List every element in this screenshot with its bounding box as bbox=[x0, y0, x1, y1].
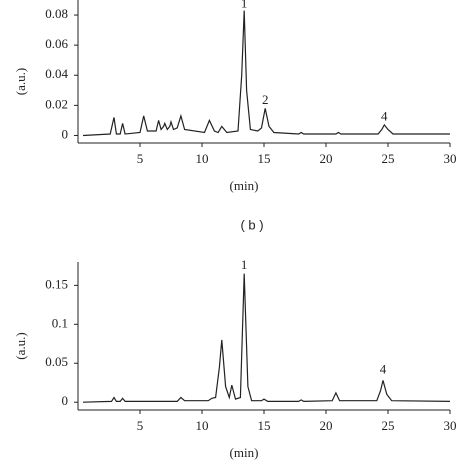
peak-label: 2 bbox=[262, 92, 269, 107]
peak-label: 4 bbox=[380, 361, 387, 376]
y-axis-label: (a.u.) bbox=[13, 68, 28, 95]
x-tick-label: 10 bbox=[196, 151, 209, 166]
x-tick-label: 20 bbox=[320, 151, 333, 166]
y-tick-label: 0 bbox=[62, 393, 69, 408]
y-tick-label: 0.1 bbox=[52, 315, 68, 330]
x-tick-label: 30 bbox=[444, 151, 457, 166]
peak-label: 1 bbox=[241, 0, 248, 11]
x-tick-label: 30 bbox=[444, 418, 457, 433]
x-axis-label: (min) bbox=[230, 445, 259, 460]
y-tick-label: 0.06 bbox=[45, 36, 68, 51]
chart-title: ( b ) bbox=[240, 217, 263, 232]
x-axis-label: (min) bbox=[230, 178, 259, 193]
y-tick-label: 0.05 bbox=[45, 354, 68, 369]
y-tick-label: 0.15 bbox=[45, 276, 68, 291]
x-tick-label: 5 bbox=[137, 418, 144, 433]
y-tick-label: 0.08 bbox=[45, 6, 68, 21]
chromatogram-line bbox=[82, 273, 451, 403]
y-tick-label: 0.04 bbox=[45, 66, 68, 81]
y-axis-label: (a.u.) bbox=[13, 332, 28, 359]
y-tick-label: 0 bbox=[62, 126, 69, 141]
peak-label: 1 bbox=[241, 257, 248, 272]
x-tick-label: 15 bbox=[258, 418, 271, 433]
y-tick-label: 0.02 bbox=[45, 96, 68, 111]
x-tick-label: 15 bbox=[258, 151, 271, 166]
x-tick-label: 25 bbox=[382, 418, 395, 433]
x-tick-label: 10 bbox=[196, 418, 209, 433]
chromatogram-line bbox=[82, 10, 450, 137]
x-tick-label: 25 bbox=[382, 151, 395, 166]
peak-label: 4 bbox=[381, 108, 388, 123]
x-tick-label: 5 bbox=[137, 151, 144, 166]
x-tick-label: 20 bbox=[320, 418, 333, 433]
